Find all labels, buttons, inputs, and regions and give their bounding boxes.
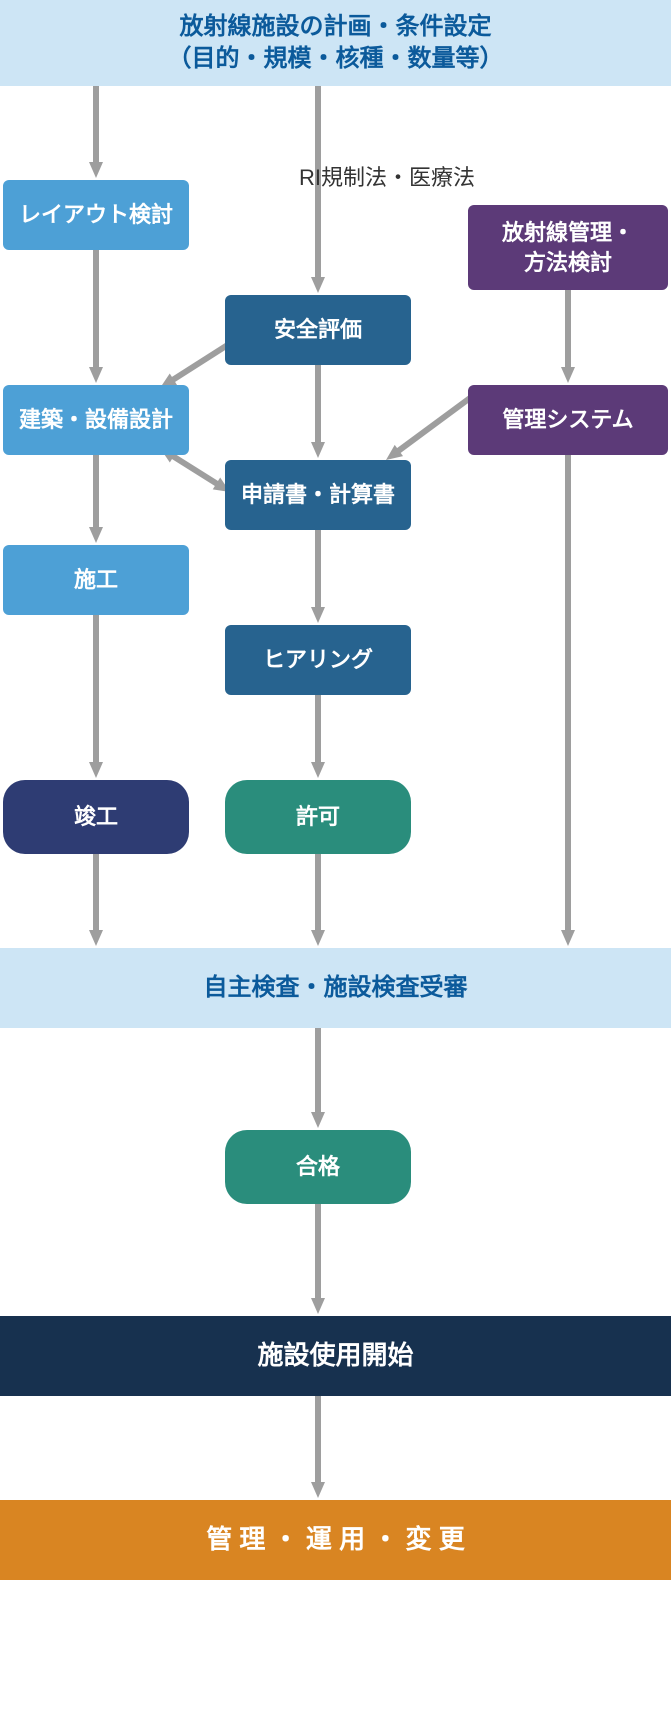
- node-docs: 申請書・計算書: [225, 460, 411, 530]
- edge: [311, 1028, 325, 1128]
- edge: [311, 1396, 325, 1498]
- node-plan: 放射線施設の計画・条件設定 （目的・規模・核種・数量等）: [0, 0, 671, 86]
- edge: [386, 398, 470, 460]
- label-ri-law: RI規制法・医療法: [299, 160, 475, 192]
- node-completion: 竣工: [3, 780, 189, 854]
- edge: [561, 290, 575, 383]
- node-permit: 許可: [225, 780, 411, 854]
- edge: [89, 86, 103, 178]
- edge: [89, 854, 103, 946]
- node-construct: 施工: [3, 545, 189, 615]
- node-pass: 合格: [225, 1130, 411, 1204]
- node-operate: 管 理 ・ 運 用 ・ 変 更: [0, 1500, 671, 1580]
- edge: [561, 455, 575, 946]
- edge: [89, 615, 103, 778]
- edge: [311, 530, 325, 623]
- node-inspection: 自主検査・施設検査受審: [0, 948, 671, 1028]
- node-layout: レイアウト検討: [3, 180, 189, 250]
- edge: [311, 854, 325, 946]
- node-startuse: 施設使用開始: [0, 1316, 671, 1396]
- flowchart-canvas: 放射線施設の計画・条件設定 （目的・規模・核種・数量等） レイアウト検討 放射線管理…: [0, 0, 671, 1736]
- node-hearing: ヒアリング: [225, 625, 411, 695]
- node-radmgmt: 放射線管理・ 方法検討: [468, 205, 668, 290]
- edge: [311, 365, 325, 458]
- edge: [311, 1204, 325, 1314]
- node-archdes: 建築・設備設計: [3, 385, 189, 455]
- node-mgmtsys: 管理システム: [468, 385, 668, 455]
- node-safety: 安全評価: [225, 295, 411, 365]
- edge: [89, 455, 103, 543]
- edge: [311, 695, 325, 778]
- edge: [89, 250, 103, 383]
